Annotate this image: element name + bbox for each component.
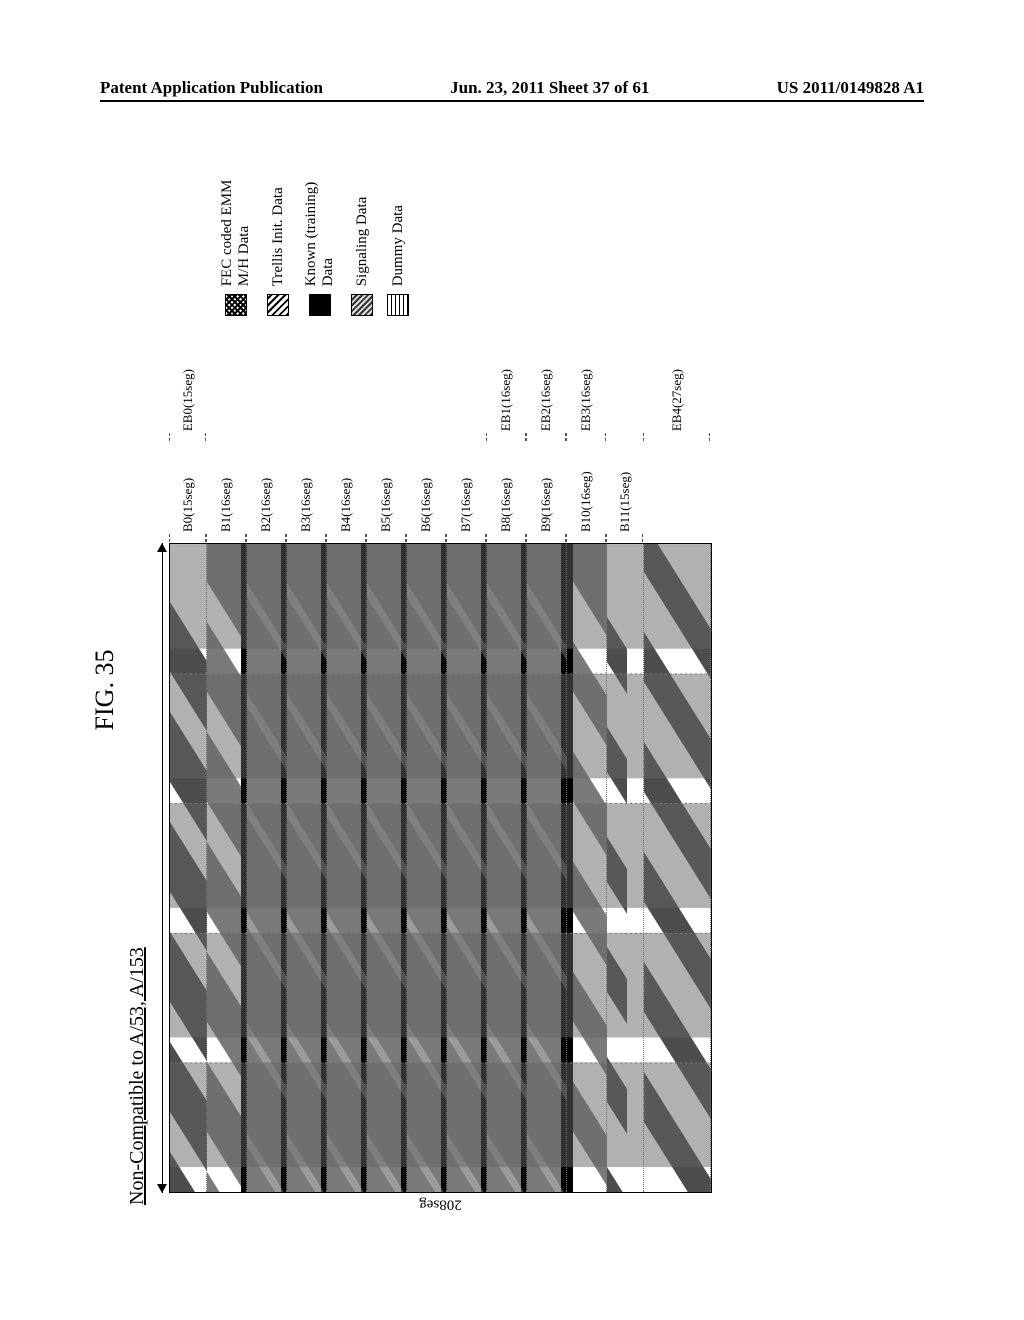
- legend-item-trellis: Trellis Init. Data: [267, 165, 289, 316]
- figure: FIG. 35 Non-Compatible to A/53, A/153 20…: [90, 165, 850, 1215]
- legend-item-sig: Signaling Data: [351, 165, 373, 316]
- header-right: US 2011/0149828 A1: [777, 78, 924, 98]
- label-B10: B10(16seg): [566, 442, 606, 543]
- legend-swatch-sig: [351, 294, 373, 316]
- header-center: Jun. 23, 2011 Sheet 37 of 61: [450, 78, 649, 98]
- b-block-labels: B0(15seg)B1(16seg)B2(16seg)B3(16seg)B4(1…: [169, 442, 712, 543]
- label-B6: B6(16seg): [406, 442, 446, 543]
- label-B9: B9(16seg): [526, 442, 566, 543]
- legend-label: Known (training) Data: [303, 165, 337, 286]
- label-EB2: EB2(16seg): [526, 369, 566, 442]
- legend-label: Trellis Init. Data: [270, 187, 287, 286]
- label-B5: B5(16seg): [366, 442, 406, 543]
- frame-structure-diagram: [169, 543, 712, 1193]
- legend-item-known: Known (training) Data: [303, 165, 337, 316]
- label-EB4: EB4(27seg): [643, 369, 710, 442]
- legend-item-dummy: Dummy Data: [387, 165, 409, 316]
- page-header: Patent Application Publication Jun. 23, …: [0, 78, 1024, 98]
- row-B9: [527, 544, 567, 1192]
- header-rule: [100, 100, 924, 102]
- label-B11: B11(15seg): [606, 442, 643, 543]
- legend-swatch-trellis: [267, 294, 289, 316]
- legend-swatch-known: [309, 294, 331, 316]
- row-B1: [207, 544, 247, 1192]
- row-B10: [567, 544, 607, 1192]
- label-B2: B2(16seg): [246, 442, 286, 543]
- label-EB1: EB1(16seg): [486, 369, 526, 442]
- label-B7: B7(16seg): [446, 442, 486, 543]
- label-B1: B1(16seg): [206, 442, 246, 543]
- legend-label: Signaling Data: [354, 197, 371, 287]
- label-EB3: EB3(16seg): [566, 369, 606, 442]
- label-B0: B0(15seg): [169, 442, 206, 543]
- row-B2: [247, 544, 287, 1192]
- legend-item-fec: FEC coded EMM M/H Data: [219, 165, 253, 316]
- y-axis-label: 208seg: [169, 1193, 712, 1215]
- row-B8: [487, 544, 527, 1192]
- figure-rotated-wrapper: FIG. 35 Non-Compatible to A/53, A/153 20…: [0, 310, 995, 1070]
- label-B3: B3(16seg): [286, 442, 326, 543]
- row-B0: [170, 544, 207, 1192]
- label-B8: B8(16seg): [486, 442, 526, 543]
- label-B4: B4(16seg): [326, 442, 366, 543]
- figure-label: FIG. 35: [90, 165, 120, 1215]
- legend-label: FEC coded EMM M/H Data: [219, 165, 253, 286]
- legend: FEC coded EMM M/H Data Trellis Init. Data…: [169, 165, 712, 341]
- legend-swatch-fec: [225, 294, 247, 316]
- figure-title: Non-Compatible to A/53, A/153: [126, 165, 149, 1205]
- legend-swatch-dummy: [387, 294, 409, 316]
- header-left: Patent Application Publication: [100, 78, 323, 98]
- width-extent-arrow: [155, 543, 169, 1193]
- eb-block-labels: EB0(15seg) EB1(16seg)EB2(16seg)EB3(16seg)…: [169, 341, 710, 442]
- legend-label: Dummy Data: [390, 205, 407, 286]
- row-EB4-region: [644, 544, 711, 1192]
- row-B7: [447, 544, 487, 1192]
- label-EB0: EB0(15seg): [169, 369, 206, 442]
- row-B3: [287, 544, 327, 1192]
- row-B11: [607, 544, 644, 1192]
- row-B6: [407, 544, 447, 1192]
- row-B4: [327, 544, 367, 1192]
- row-B5: [367, 544, 407, 1192]
